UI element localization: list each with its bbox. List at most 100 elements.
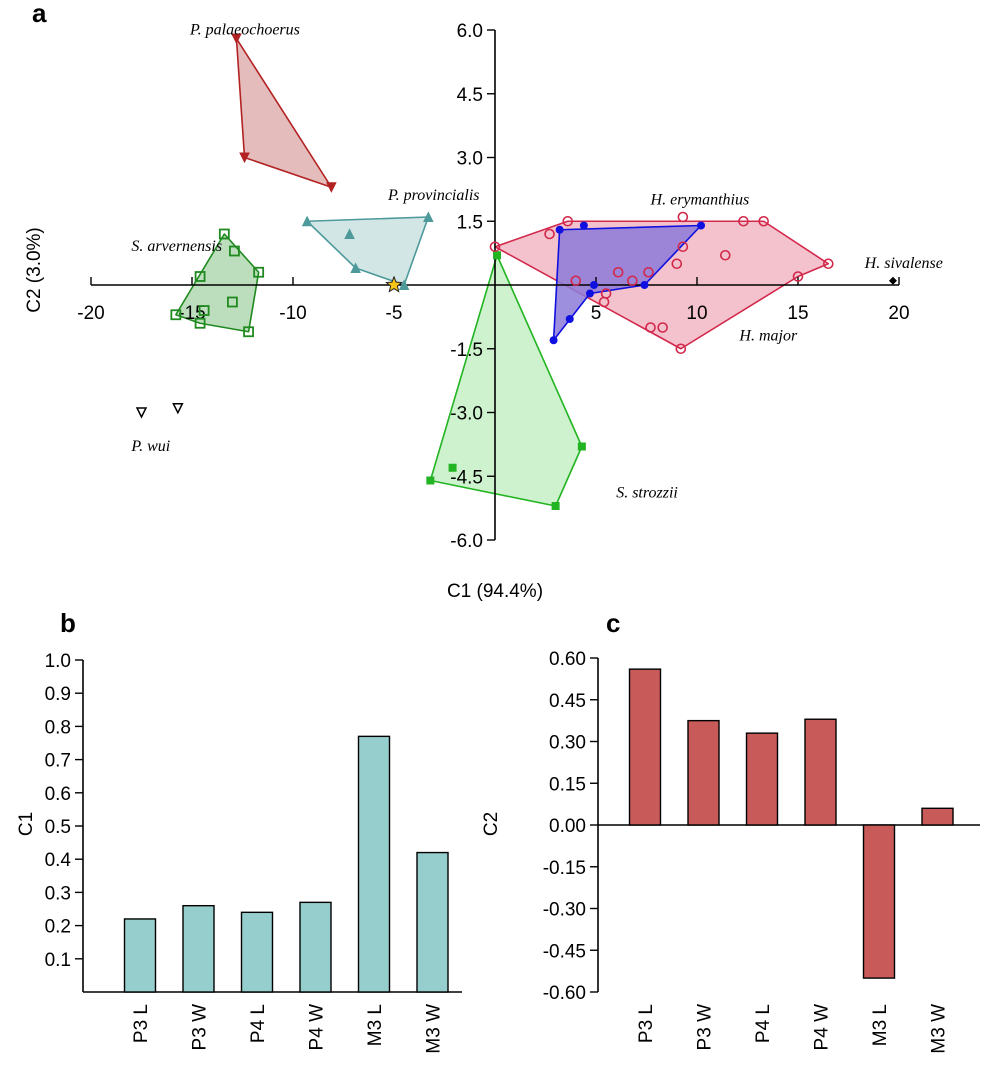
y-tick-label: 0.3 [45,883,71,904]
group-label: H. major [738,327,798,344]
data-point [198,305,210,316]
y-tick-label: -0.60 [543,983,586,1004]
y-tick-label: 0.4 [45,850,72,871]
data-point [489,241,501,253]
data-point [822,258,834,270]
star-marker [385,275,403,293]
bar [862,824,896,979]
x-tick-label: M3 L [870,1004,891,1046]
data-point [344,228,355,239]
data-point [194,271,206,282]
x-tick-label: M3 W [929,1004,950,1054]
y-tick-label: -6.0 [450,531,483,552]
y-tick-label: 1.5 [457,212,483,233]
data-point [301,215,313,227]
data-point [231,33,242,45]
data-point [562,215,574,227]
x-tick-label: 20 [888,303,909,324]
panel-letter-a: a [32,0,47,28]
data-point [555,225,564,234]
group-label: H. sivalense [864,255,943,272]
x-axis-title: C1 (94.4%) [447,581,543,602]
data-point [229,245,240,257]
data-point [426,476,435,485]
data-point [493,251,502,260]
data-point [326,182,337,193]
data-point [677,211,689,223]
data-point [677,241,689,253]
bar [628,668,662,826]
data-point [888,276,897,285]
data-point [350,262,361,273]
x-tick-label: P4 L [248,1004,269,1043]
data-point [675,343,687,355]
y-tick-label: 0.6 [45,784,71,805]
data-point [738,215,749,227]
bar [921,807,954,826]
y-tick-label: 0.7 [45,751,71,772]
y-tick-label: 1.0 [45,651,71,672]
x-tick-label: P3 W [190,1004,211,1051]
data-point [549,336,558,345]
x-tick-label: 15 [787,303,808,324]
group-labels: P. palaeochoerus P. provincialis S. arvern… [130,21,942,501]
data-point [398,279,410,290]
data-point [697,221,706,230]
group-label: S. arvernensis [131,238,222,255]
x-tick-label: P4 W [307,1004,328,1051]
x-tick-label: P3 L [636,1004,657,1043]
x-tick-label: P3 W [695,1004,716,1051]
hull-h-erymanthius [552,224,702,342]
data-point [671,258,683,270]
data-point [239,152,250,164]
y-axis-title-c2: C2 [481,812,502,836]
data-point [612,266,624,278]
y-tick-label: 0.30 [549,733,586,754]
group-label: S. strozzii [616,485,678,502]
x-tick-label: -10 [279,303,306,324]
x-tick-label: 10 [686,303,707,324]
y-tick-label: 0.5 [45,817,71,838]
y-tick-label: -0.30 [543,900,586,921]
data-point [627,275,638,287]
y-tick-label: 0.60 [549,649,586,670]
panel-letter-b: b [60,608,76,638]
scatter-points [135,33,897,510]
x-tick-label: -20 [77,303,104,324]
group-label: P. provincialis [387,187,480,204]
y-tick-label: -3.0 [450,404,483,425]
y-tick-label: -0.45 [543,941,586,962]
data-point [565,315,574,323]
y-tick-label: -4.5 [450,467,483,488]
data-point [544,228,555,240]
data-point [600,288,612,299]
panel-letter-c: c [606,608,620,638]
x-tick-label: M3 L [365,1004,386,1046]
bar [123,918,157,993]
y-tick-label: 0.45 [549,691,586,712]
bar [357,735,391,993]
data-point [792,271,804,282]
data-point [589,281,598,289]
bar [804,718,837,826]
bar-chart-c1: 0.1 0.2 0.3 0.4 0.5 0.6 0.7 0.8 0.9 1.0 P3 L P3 W P4… [45,651,462,1054]
y-tick-label: 6.0 [457,21,483,42]
y-tick-label: -1.5 [450,340,483,361]
data-point [719,249,731,261]
data-point [657,322,668,333]
x-tick-label: -5 [386,303,403,324]
bar-panel-b: b 0.1 0.2 0.3 0.4 0.5 0.6 0.7 0.8 0.9 1.0 P3 L P3 W… [16,608,462,1054]
y-tick-label: 4.5 [457,85,483,106]
data-point [194,317,206,329]
data-point [226,296,238,308]
data-point [645,322,656,333]
data-point [643,266,654,278]
y-tick-label: 0.00 [549,816,586,837]
bar [299,901,332,993]
y-tick-label: 0.8 [45,717,71,738]
data-point [170,309,182,321]
x-tick-label: P3 L [131,1004,152,1043]
y-axis-title: C2 (3.0%) [24,227,45,313]
data-point [253,266,265,278]
